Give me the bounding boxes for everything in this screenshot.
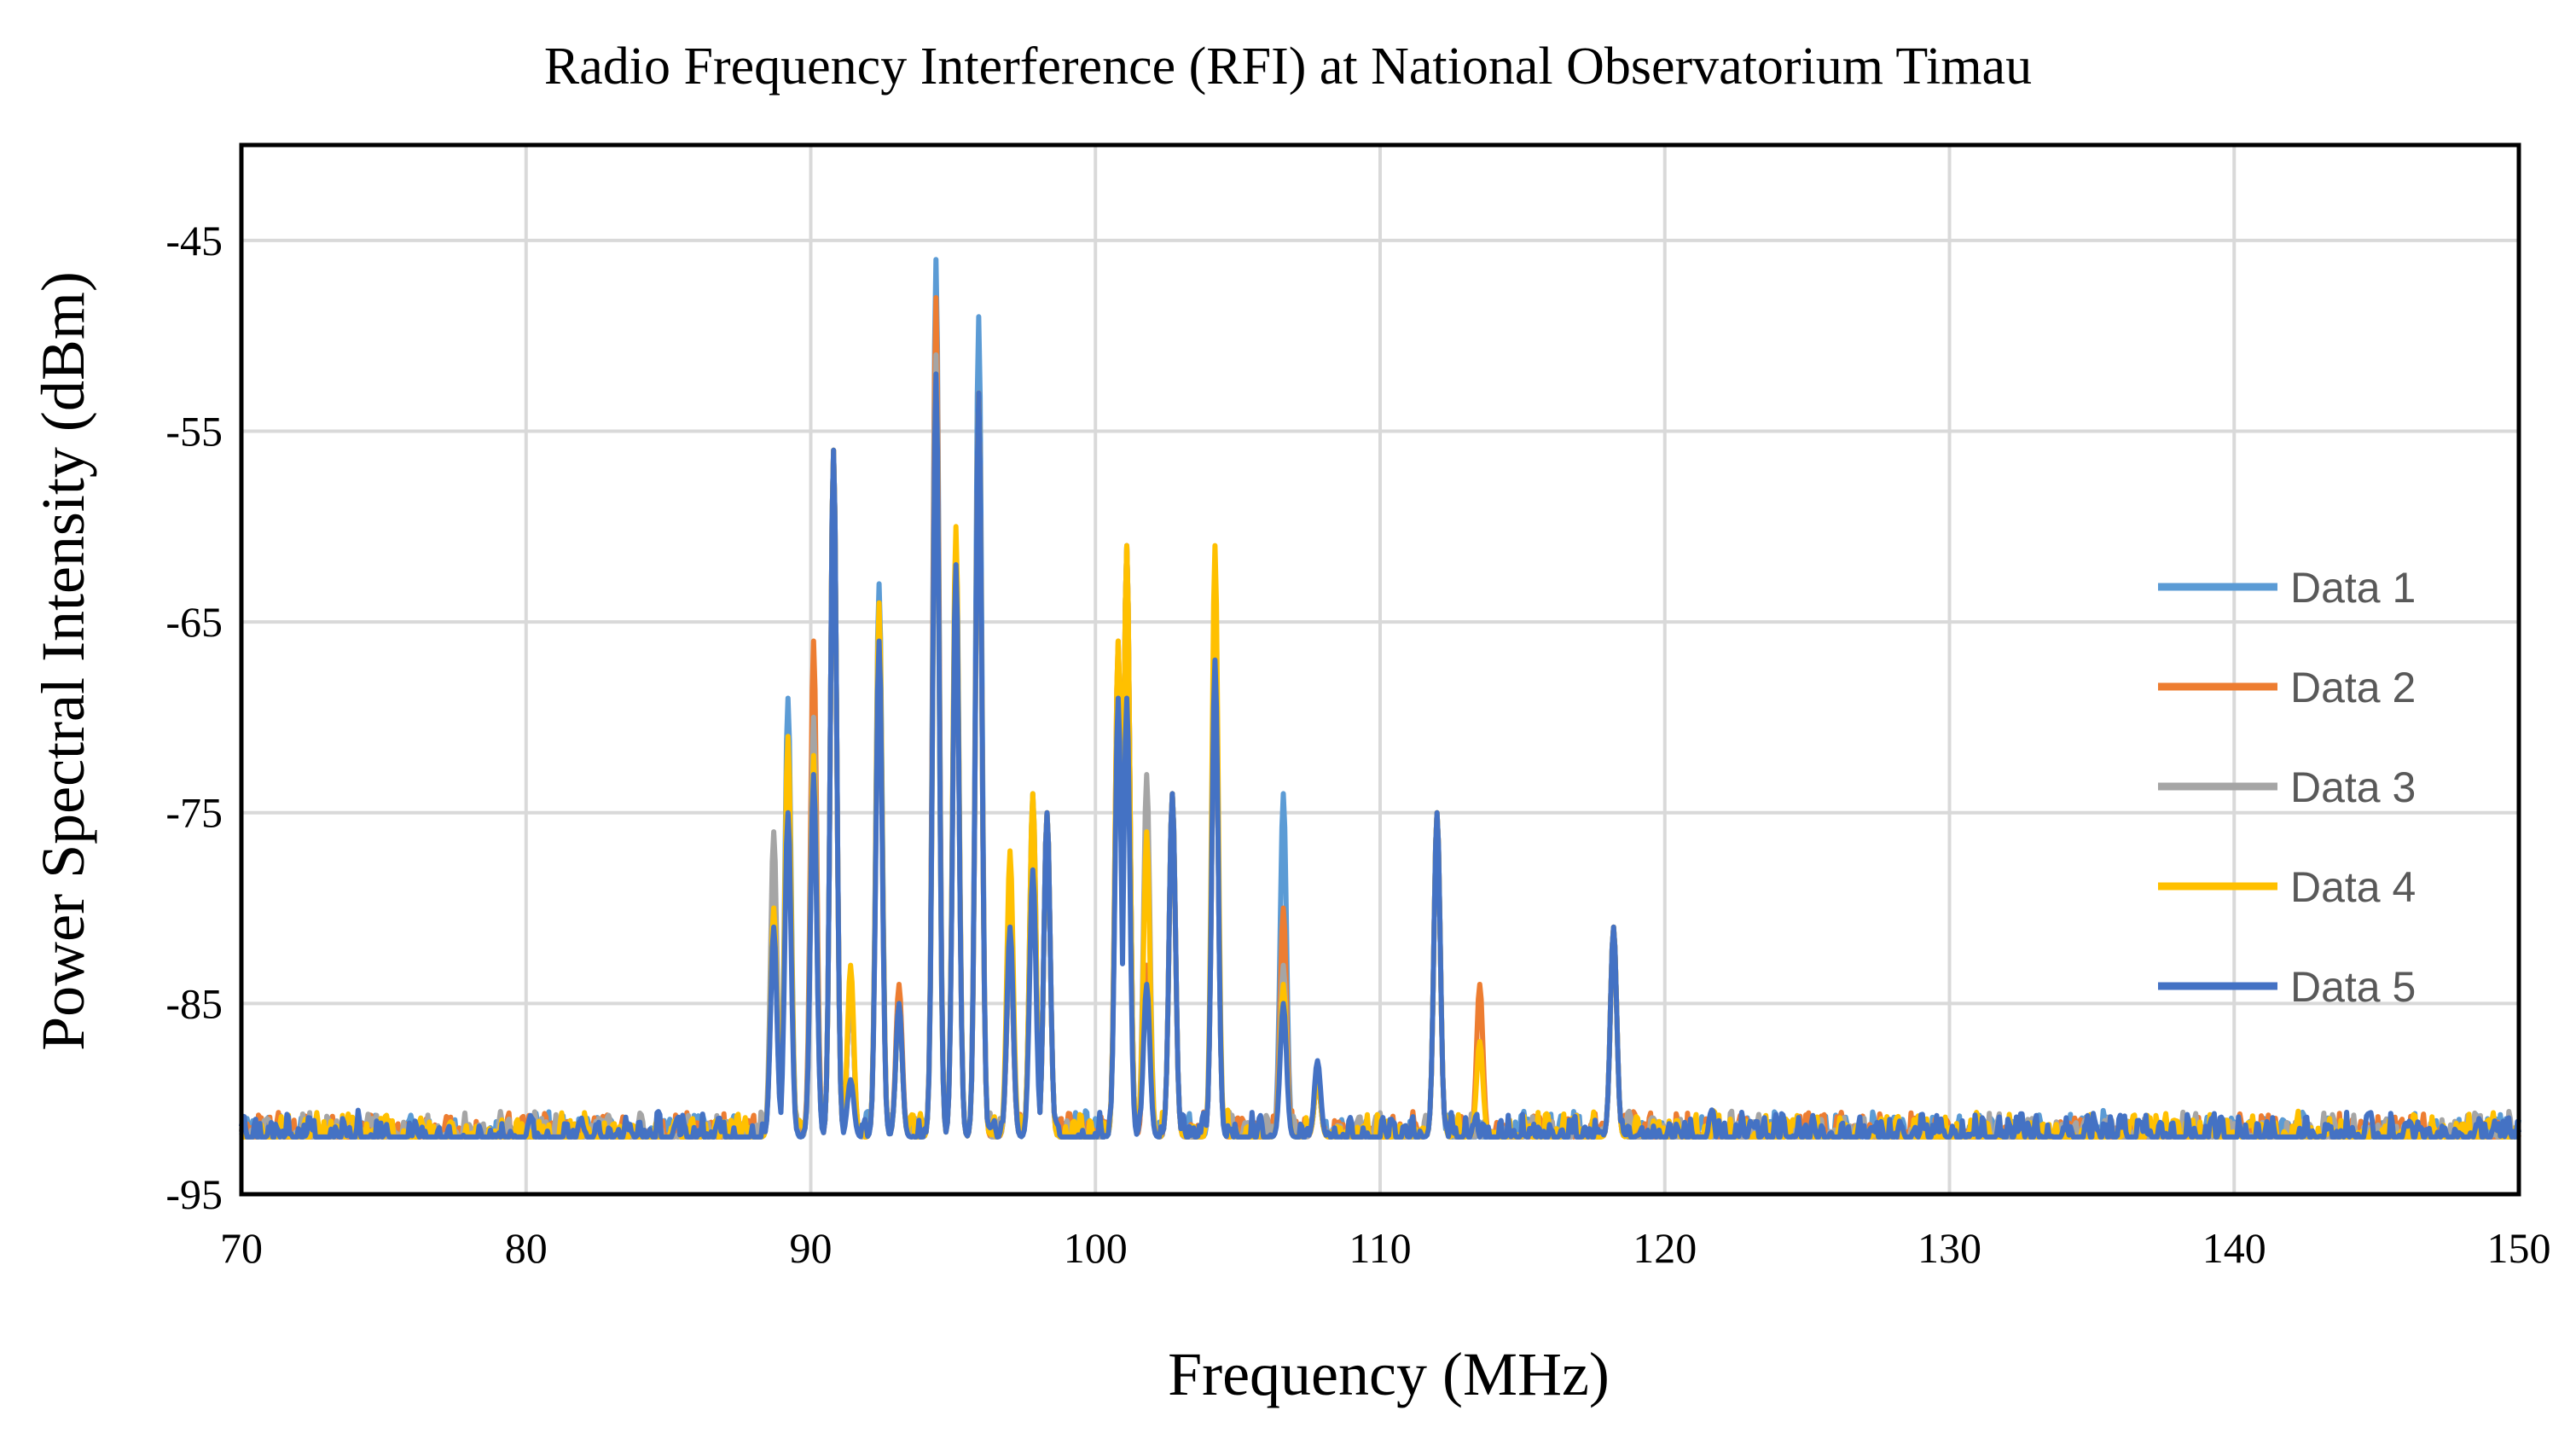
y-tick-label: -45	[165, 217, 223, 264]
x-tick-label: 140	[2202, 1224, 2266, 1272]
legend-label: Data 2	[2290, 664, 2416, 711]
x-tick-labels: 70 80 90 100 110 120 130 140 150	[220, 1224, 2551, 1272]
y-tick-label: -85	[165, 979, 223, 1027]
y-tick-label: -95	[165, 1170, 223, 1218]
x-tick-label: 120	[1633, 1224, 1697, 1272]
x-tick-label: 110	[1349, 1224, 1411, 1272]
plot-area-border	[239, 142, 2521, 1197]
y-axis-label: Power Spectral Intensity (dBm)	[29, 271, 97, 1051]
series-layer	[239, 257, 2521, 1140]
legend-label: Data 5	[2290, 963, 2416, 1011]
legend: Data 1 Data 2 Data 3 Data 4 Data 5	[2158, 564, 2416, 1011]
y-tick-labels: -45 -55 -65 -75 -85 -95	[165, 217, 223, 1218]
series-line-5	[239, 371, 2521, 1140]
chart-title: Radio Frequency Interference (RFI) at Na…	[544, 38, 2032, 96]
legend-label: Data 1	[2290, 564, 2416, 612]
x-tick-label: 80	[505, 1224, 548, 1272]
x-tick-label: 100	[1064, 1224, 1128, 1272]
x-axis-label: Frequency (MHz)	[1168, 1340, 1610, 1408]
y-tick-label: -75	[165, 789, 223, 837]
legend-label: Data 3	[2290, 763, 2416, 811]
y-tick-label: -55	[165, 407, 223, 455]
x-tick-label: 130	[1917, 1224, 1981, 1272]
x-tick-label: 150	[2487, 1224, 2551, 1272]
x-tick-label: 90	[790, 1224, 833, 1272]
y-tick-label: -65	[165, 598, 223, 646]
x-tick-label: 70	[220, 1224, 263, 1272]
legend-label: Data 4	[2290, 863, 2416, 911]
grid	[240, 145, 2521, 1196]
